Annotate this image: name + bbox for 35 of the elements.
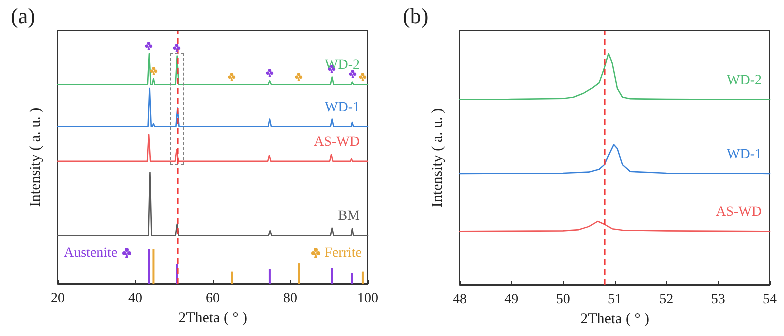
legend-label: Ferrite (324, 246, 362, 261)
bar (148, 250, 150, 284)
bar (230, 272, 233, 284)
x-axis-title: 2Theta ( ° ) (580, 311, 650, 328)
x-tick-label: 50 (556, 292, 570, 308)
bar (268, 270, 271, 284)
x-tick-label: 20 (51, 292, 65, 306)
chart-title: (b) (403, 4, 429, 28)
x-tick-label: 80 (284, 292, 298, 306)
x-tick-label: 60 (206, 292, 220, 306)
chart-title: (a) (11, 4, 36, 28)
bar (298, 264, 300, 284)
x-tick-label: 54 (763, 292, 777, 308)
x-axis-title: 2Theta ( ° ) (178, 310, 248, 326)
series-label: WD-1 (325, 100, 360, 116)
x-tick-label: 52 (660, 292, 674, 308)
series-label: WD-2 (727, 73, 762, 88)
series-label: BM (338, 209, 361, 224)
bar (362, 272, 364, 284)
x-tick-label: 49 (504, 292, 519, 308)
y-axis-title: Intensity ( a. u. ) (430, 108, 446, 208)
x-tick-label: 53 (711, 292, 726, 308)
x-tick-label: 40 (128, 292, 142, 306)
bar (352, 273, 354, 284)
bar (152, 250, 155, 284)
text: Austenite (64, 246, 118, 261)
x-tick-label: 48 (453, 292, 467, 308)
series-label: WD-1 (727, 147, 762, 162)
x-tick-label: 51 (608, 292, 622, 308)
x-tick-label: 100 (358, 292, 378, 306)
series-label: AS-WD (314, 134, 360, 150)
series-label: WD-2 (325, 58, 360, 74)
bar (331, 268, 334, 284)
y-axis-title: Intensity ( a. u. ) (28, 108, 44, 208)
series-label: AS-WD (716, 205, 762, 220)
